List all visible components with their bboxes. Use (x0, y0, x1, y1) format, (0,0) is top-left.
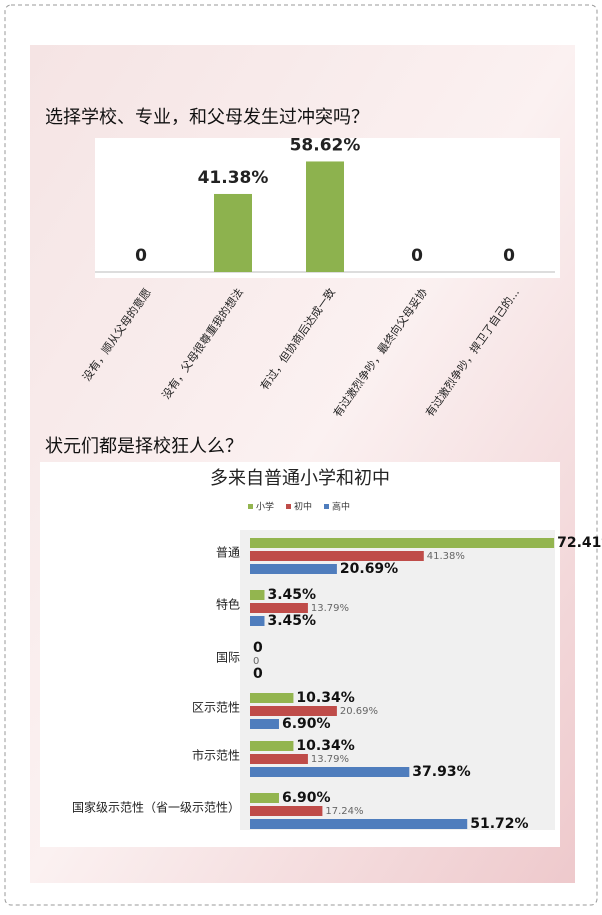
value-label: 72.41% (557, 535, 602, 551)
value-label: 0 (503, 246, 515, 266)
plot-bg (240, 530, 555, 830)
y-tick-label: 国家级示范性（省一级示范性） (72, 800, 240, 815)
value-label: 37.93% (412, 764, 470, 780)
bar (250, 603, 308, 613)
value-label: 0 (253, 640, 263, 656)
value-label: 0 (253, 666, 263, 682)
bar (250, 706, 337, 716)
value-label: 58.62% (290, 135, 361, 155)
legend-label: 高中 (332, 501, 350, 513)
y-tick-label: 国际 (216, 651, 240, 665)
bar (250, 793, 279, 803)
value-label: 3.45% (267, 613, 316, 629)
bar (250, 693, 294, 703)
value-label: 20.69% (340, 561, 398, 577)
legend-swatch (286, 504, 291, 509)
value-label: 10.34% (296, 738, 354, 754)
y-tick-label: 区示范性 (192, 701, 240, 715)
bar (214, 193, 252, 272)
y-tick-label: 普通 (216, 546, 240, 560)
y-tick-label: 市示范性 (192, 748, 240, 763)
heading: 选择学校、专业，和父母发生过冲突吗？ (45, 107, 369, 128)
value-label: 13.79% (311, 754, 349, 765)
value-label: 41.38% (198, 168, 269, 188)
value-label: 3.45% (267, 587, 316, 603)
bar (250, 564, 337, 574)
value-label: 0 (135, 246, 147, 266)
bar (250, 538, 555, 548)
y-tick-label: 特色 (216, 597, 240, 612)
heading: 状元们都是择校狂人么？ (45, 436, 243, 457)
bar (250, 767, 410, 777)
bar (250, 616, 265, 626)
bar (250, 806, 323, 816)
bar (250, 551, 424, 561)
value-label: 41.38% (427, 551, 465, 562)
value-label: 17.24% (325, 806, 363, 817)
bar (250, 819, 468, 829)
value-label: 0 (253, 656, 259, 667)
value-label: 6.90% (282, 790, 331, 806)
bar (306, 161, 344, 272)
bar (250, 741, 294, 751)
chart-title: 多来自普通小学和初中 (210, 468, 390, 489)
legend-label: 小学 (256, 501, 274, 513)
value-label: 51.72% (470, 816, 528, 832)
value-label: 20.69% (340, 706, 378, 717)
value-label: 10.34% (296, 690, 354, 706)
legend-swatch (248, 504, 253, 509)
value-label: 13.79% (311, 603, 349, 614)
bar (250, 719, 279, 729)
bar (250, 754, 308, 764)
bar (250, 590, 265, 600)
value-label: 6.90% (282, 716, 331, 732)
legend-swatch (324, 504, 329, 509)
legend-label: 初中 (294, 501, 312, 513)
value-label: 0 (411, 246, 423, 266)
